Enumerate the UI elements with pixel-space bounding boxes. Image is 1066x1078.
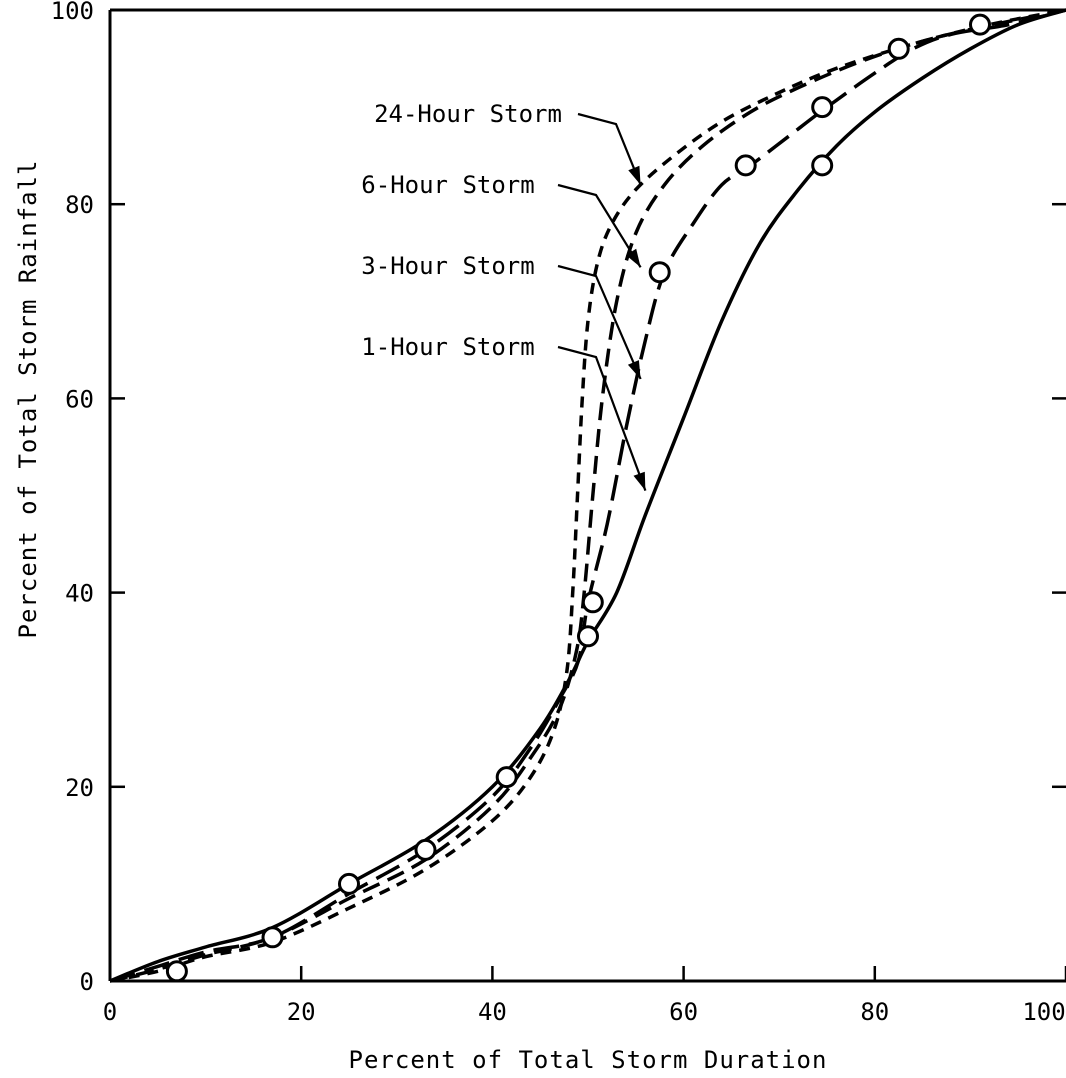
y-tick-label-40: 40 <box>65 580 94 608</box>
x-tick-label-40: 40 <box>478 998 507 1026</box>
x-axis-title: Percent of Total Storm Duration <box>349 1046 828 1074</box>
tick-marks <box>108 8 1066 983</box>
data-markers <box>165 13 991 983</box>
data-marker-3 <box>338 872 360 895</box>
series-line-2 <box>109 8 1066 983</box>
annotation-arrowhead-3 <box>627 360 641 379</box>
y-tick-label-0: 0 <box>80 968 94 996</box>
x-tick-label-80: 80 <box>860 998 889 1026</box>
data-marker-12 <box>887 37 910 60</box>
y-tick-label-80: 80 <box>65 191 94 219</box>
y-tick-label-60: 60 <box>65 385 94 413</box>
data-marker-5 <box>495 766 518 789</box>
data-marker-13 <box>969 13 991 36</box>
annotation-label-4: 1-Hour Storm <box>361 333 534 361</box>
data-marker-2 <box>261 926 284 949</box>
annotation-label-2: 6-Hour Storm <box>361 171 534 199</box>
annotation-arrowhead-1 <box>628 165 641 185</box>
data-marker-7 <box>581 591 604 614</box>
annotation-label-1: 24-Hour Storm <box>374 100 562 128</box>
y-tick-label-100: 100 <box>51 0 94 25</box>
annotation-arrowhead-2 <box>626 248 641 268</box>
annotation-leader-3 <box>557 264 642 380</box>
annotation-arrowhead-4 <box>633 471 646 491</box>
series-line-3 <box>109 8 1066 983</box>
axes <box>108 8 1066 983</box>
data-marker-8 <box>648 261 671 284</box>
data-marker-10 <box>811 154 834 177</box>
x-tick-label-0: 0 <box>103 998 117 1026</box>
annotation-leader-1 <box>577 112 642 186</box>
data-marker-1 <box>165 960 188 983</box>
annotation-leader-4 <box>557 345 647 491</box>
series-line-4 <box>109 8 1066 983</box>
data-marker-9 <box>734 154 757 177</box>
y-axis-title: Percent of Total Storm Rainfall <box>14 160 42 639</box>
series-line-1 <box>109 8 1066 983</box>
data-marker-11 <box>811 96 834 119</box>
y-tick-label-20: 20 <box>65 774 94 802</box>
annotations: 24-Hour Storm 6-Hour Storm 3-Hour Storm 1-H… <box>361 100 647 491</box>
tick-labels: 0 20 40 60 80 100 0 20 40 60 80 100 <box>51 0 1066 1026</box>
x-tick-label-100: 100 <box>1022 998 1065 1026</box>
x-tick-label-60: 60 <box>669 998 698 1026</box>
data-marker-4 <box>414 838 437 861</box>
data-marker-6 <box>577 625 599 648</box>
series-lines <box>109 8 1066 983</box>
annotation-label-3: 3-Hour Storm <box>361 252 534 280</box>
annotation-leader-2 <box>557 183 642 268</box>
x-tick-label-20: 20 <box>287 998 316 1026</box>
